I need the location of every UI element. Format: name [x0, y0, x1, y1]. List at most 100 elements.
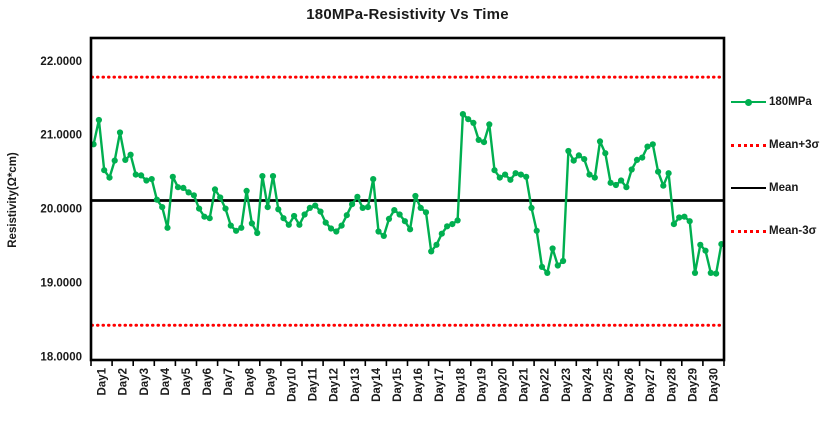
series-point	[670, 221, 678, 228]
series-point	[143, 177, 150, 184]
x-tick-label: Day21	[519, 367, 531, 401]
series-line-icon	[731, 95, 766, 109]
series-point	[243, 187, 250, 194]
y-tick-label: 21.0000	[40, 130, 82, 142]
series-point	[201, 213, 208, 220]
series-point	[269, 173, 277, 180]
series-point	[275, 206, 282, 213]
series-point	[280, 215, 287, 222]
series-point	[375, 228, 382, 235]
series-point	[380, 232, 387, 239]
series-point	[491, 167, 498, 174]
series-point	[612, 181, 620, 189]
series-point	[180, 184, 187, 191]
series-point	[327, 225, 335, 232]
x-tick-label: Day12	[329, 368, 341, 402]
series-point	[296, 221, 303, 228]
series-point	[359, 204, 366, 211]
series-point	[438, 230, 445, 237]
solid-line-icon	[731, 181, 766, 195]
series-point	[502, 171, 509, 178]
legend-label: Mean+3σ	[769, 139, 820, 151]
y-tick-label: 18.0000	[40, 351, 82, 363]
series-point	[691, 269, 699, 276]
x-tick-label: Day7	[223, 368, 235, 396]
x-tick-label: Day10	[286, 368, 298, 402]
series-point	[317, 208, 324, 215]
series-point	[95, 116, 102, 124]
series-point	[159, 204, 166, 211]
legend-label: 180MPa	[769, 96, 812, 108]
x-tick-label: Day15	[392, 367, 404, 401]
series-point	[343, 212, 350, 219]
series-point	[407, 226, 414, 233]
y-tick-label: 22.0000	[40, 56, 82, 68]
x-tick-label: Day8	[244, 367, 256, 395]
x-tick-label: Day17	[434, 368, 446, 402]
legend-item-upper-limit: Mean+3σ	[731, 138, 837, 152]
chart-title: 180MPa-Resistivity Vs Time	[306, 6, 509, 23]
x-tick-label: Day3	[139, 368, 151, 396]
series-point	[665, 170, 672, 177]
series-point	[248, 220, 255, 227]
series-point	[517, 171, 525, 178]
series-point	[702, 247, 709, 254]
series-point	[206, 215, 213, 222]
series-point	[338, 222, 345, 229]
series-point	[401, 218, 408, 225]
x-tick-label: Day2	[118, 368, 130, 396]
series-point	[106, 174, 113, 181]
x-tick-label: Day25	[603, 367, 615, 401]
series-point	[153, 196, 160, 203]
series-point	[322, 219, 329, 226]
series-point	[412, 192, 419, 200]
legend-item-lower-limit: Mean-3σ	[731, 224, 837, 238]
x-tick-label: Day23	[561, 368, 573, 402]
series-point	[349, 201, 356, 208]
axes-group: 22.0000 21.0000 20.0000 19.0000 18.0000 Day1 D…	[40, 56, 725, 402]
series-point	[602, 150, 609, 157]
series-point	[391, 207, 398, 214]
series-group	[90, 111, 725, 277]
x-tick-label: Day29	[687, 368, 699, 402]
x-tick-label: Day26	[624, 368, 636, 402]
series-point	[422, 209, 430, 216]
series-point	[217, 194, 224, 201]
series-point	[480, 139, 488, 146]
series-point	[370, 176, 377, 183]
x-tick-label: Day1	[97, 367, 109, 395]
legend-item-mean: Mean	[731, 181, 837, 195]
series-point	[470, 119, 477, 126]
series-point	[570, 157, 577, 164]
reference-lines-group	[90, 75, 725, 327]
x-tick-label: Day9	[265, 368, 277, 396]
series-point	[507, 176, 514, 183]
x-tick-label: Day18	[455, 367, 467, 401]
series-point	[254, 229, 261, 237]
series-point	[454, 217, 461, 224]
x-tick-label: Day13	[350, 368, 362, 402]
series-point	[496, 174, 503, 181]
series-point	[575, 152, 583, 159]
series-point	[512, 170, 519, 177]
x-tick-label: Day4	[160, 367, 172, 395]
series-point	[222, 205, 229, 212]
series-point	[190, 192, 197, 199]
series-point	[697, 241, 704, 248]
series-point	[312, 202, 319, 209]
series-point	[565, 147, 572, 155]
series-point	[385, 215, 393, 222]
series-point	[681, 213, 688, 220]
series-point	[528, 204, 535, 211]
series-point	[306, 204, 313, 211]
series-point	[544, 269, 551, 276]
x-tick-label: Day5	[181, 367, 193, 395]
series-point	[591, 174, 598, 181]
series-point	[676, 214, 683, 221]
x-tick-label: Day6	[202, 368, 214, 396]
series-point	[259, 173, 266, 180]
series-point	[586, 171, 593, 178]
series-point	[433, 241, 440, 248]
series-point	[233, 227, 240, 234]
